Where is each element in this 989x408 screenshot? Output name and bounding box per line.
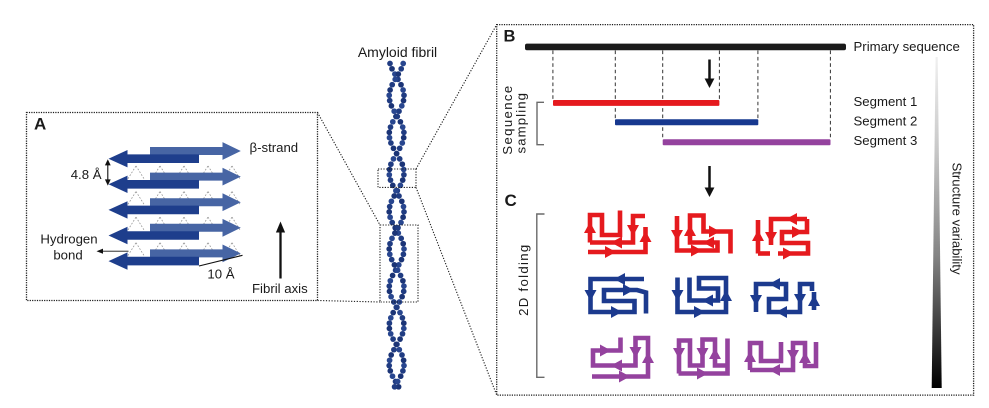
- svg-text:Fibril axis: Fibril axis: [252, 281, 308, 296]
- svg-text:Segment 1: Segment 1: [854, 94, 918, 109]
- svg-text:bond: bond: [53, 248, 82, 263]
- svg-text:β-strand: β-strand: [250, 140, 299, 155]
- svg-text:Hydrogen: Hydrogen: [40, 232, 97, 247]
- svg-text:Amyloid fibril: Amyloid fibril: [358, 44, 437, 60]
- svg-text:B: B: [504, 28, 516, 46]
- svg-text:2D folding: 2D folding: [516, 244, 531, 316]
- svg-text:C: C: [505, 191, 517, 210]
- svg-text:Structure variability: Structure variability: [949, 162, 964, 275]
- svg-text:sampling: sampling: [513, 92, 528, 154]
- svg-text:10 Å: 10 Å: [207, 266, 234, 281]
- svg-text:Segment 3: Segment 3: [854, 133, 918, 148]
- svg-text:Sequence: Sequence: [500, 84, 515, 154]
- svg-text:Segment 2: Segment 2: [854, 113, 918, 128]
- svg-text:Primary sequence: Primary sequence: [854, 39, 960, 54]
- svg-text:A: A: [34, 115, 46, 134]
- svg-text:4.8 Å: 4.8 Å: [71, 167, 102, 182]
